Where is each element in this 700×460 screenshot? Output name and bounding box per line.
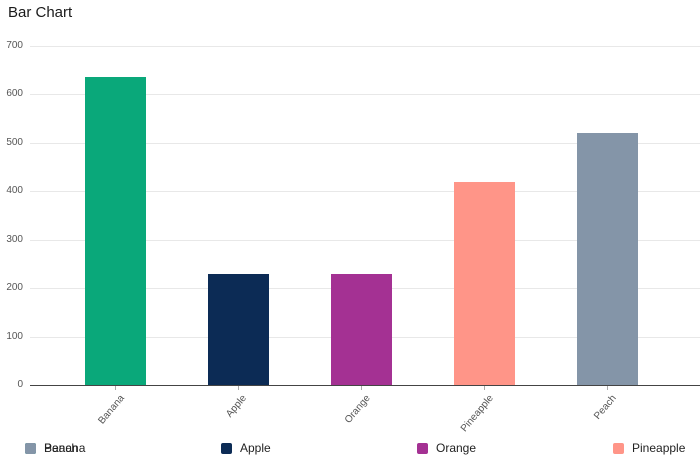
gridline-600 [30, 94, 700, 96]
x-tick-peach [607, 386, 608, 390]
legend-label-banana: Banana [44, 441, 86, 455]
y-tick-label-500: 500 [6, 136, 23, 148]
x-tick-label-apple: Apple [224, 393, 250, 420]
gridline-700 [30, 46, 700, 47]
x-tick-banana [115, 386, 116, 390]
gridline-0 [30, 385, 700, 386]
x-tick-orange [361, 386, 362, 390]
y-tick-label-600: 600 [6, 88, 23, 100]
x-tick-label-pineapple: Pineapple [458, 393, 496, 435]
chart-title: Bar Chart [8, 4, 73, 21]
legend: Banana Peach Apple Orange Pineapple [0, 441, 700, 459]
bar-apple[interactable] [207, 273, 269, 385]
x-tick-label-banana: Banana [95, 393, 127, 427]
x-tick-label-orange: Orange [342, 393, 373, 426]
x-tick-label-peach: Peach [591, 393, 619, 422]
legend-item-pineapple[interactable]: Pineapple [613, 441, 685, 455]
bar-pineapple[interactable] [453, 181, 515, 385]
legend-label-pineapple: Pineapple [632, 441, 686, 455]
legend-item-peach[interactable]: Peach [25, 441, 78, 455]
x-tick-pineapple [484, 386, 485, 390]
legend-label-apple: Apple [240, 441, 271, 455]
y-tick-label-0: 0 [17, 379, 23, 390]
y-tick-label-100: 100 [6, 330, 23, 342]
gridline-500 [30, 142, 700, 144]
y-tick-label-700: 700 [6, 40, 23, 51]
bar-peach[interactable] [576, 133, 638, 385]
gridline-300 [30, 239, 700, 241]
y-tick-label-400: 400 [6, 185, 23, 197]
y-tick-label-200: 200 [6, 282, 23, 294]
legend-swatch-apple [221, 442, 232, 454]
y-tick-label-300: 300 [6, 233, 23, 245]
gridline-400 [30, 191, 700, 193]
bar-orange[interactable] [330, 273, 392, 385]
x-tick-apple [238, 386, 239, 390]
legend-label-peach: Peach [44, 441, 79, 455]
legend-swatch-peach [25, 442, 36, 454]
legend-swatch-pineapple [613, 442, 624, 454]
legend-label-orange: Orange [436, 441, 477, 455]
legend-item-orange[interactable]: Orange [417, 441, 476, 455]
bar-banana[interactable] [84, 77, 146, 385]
legend-swatch-orange [417, 442, 428, 454]
legend-item-apple[interactable]: Apple [221, 441, 271, 455]
